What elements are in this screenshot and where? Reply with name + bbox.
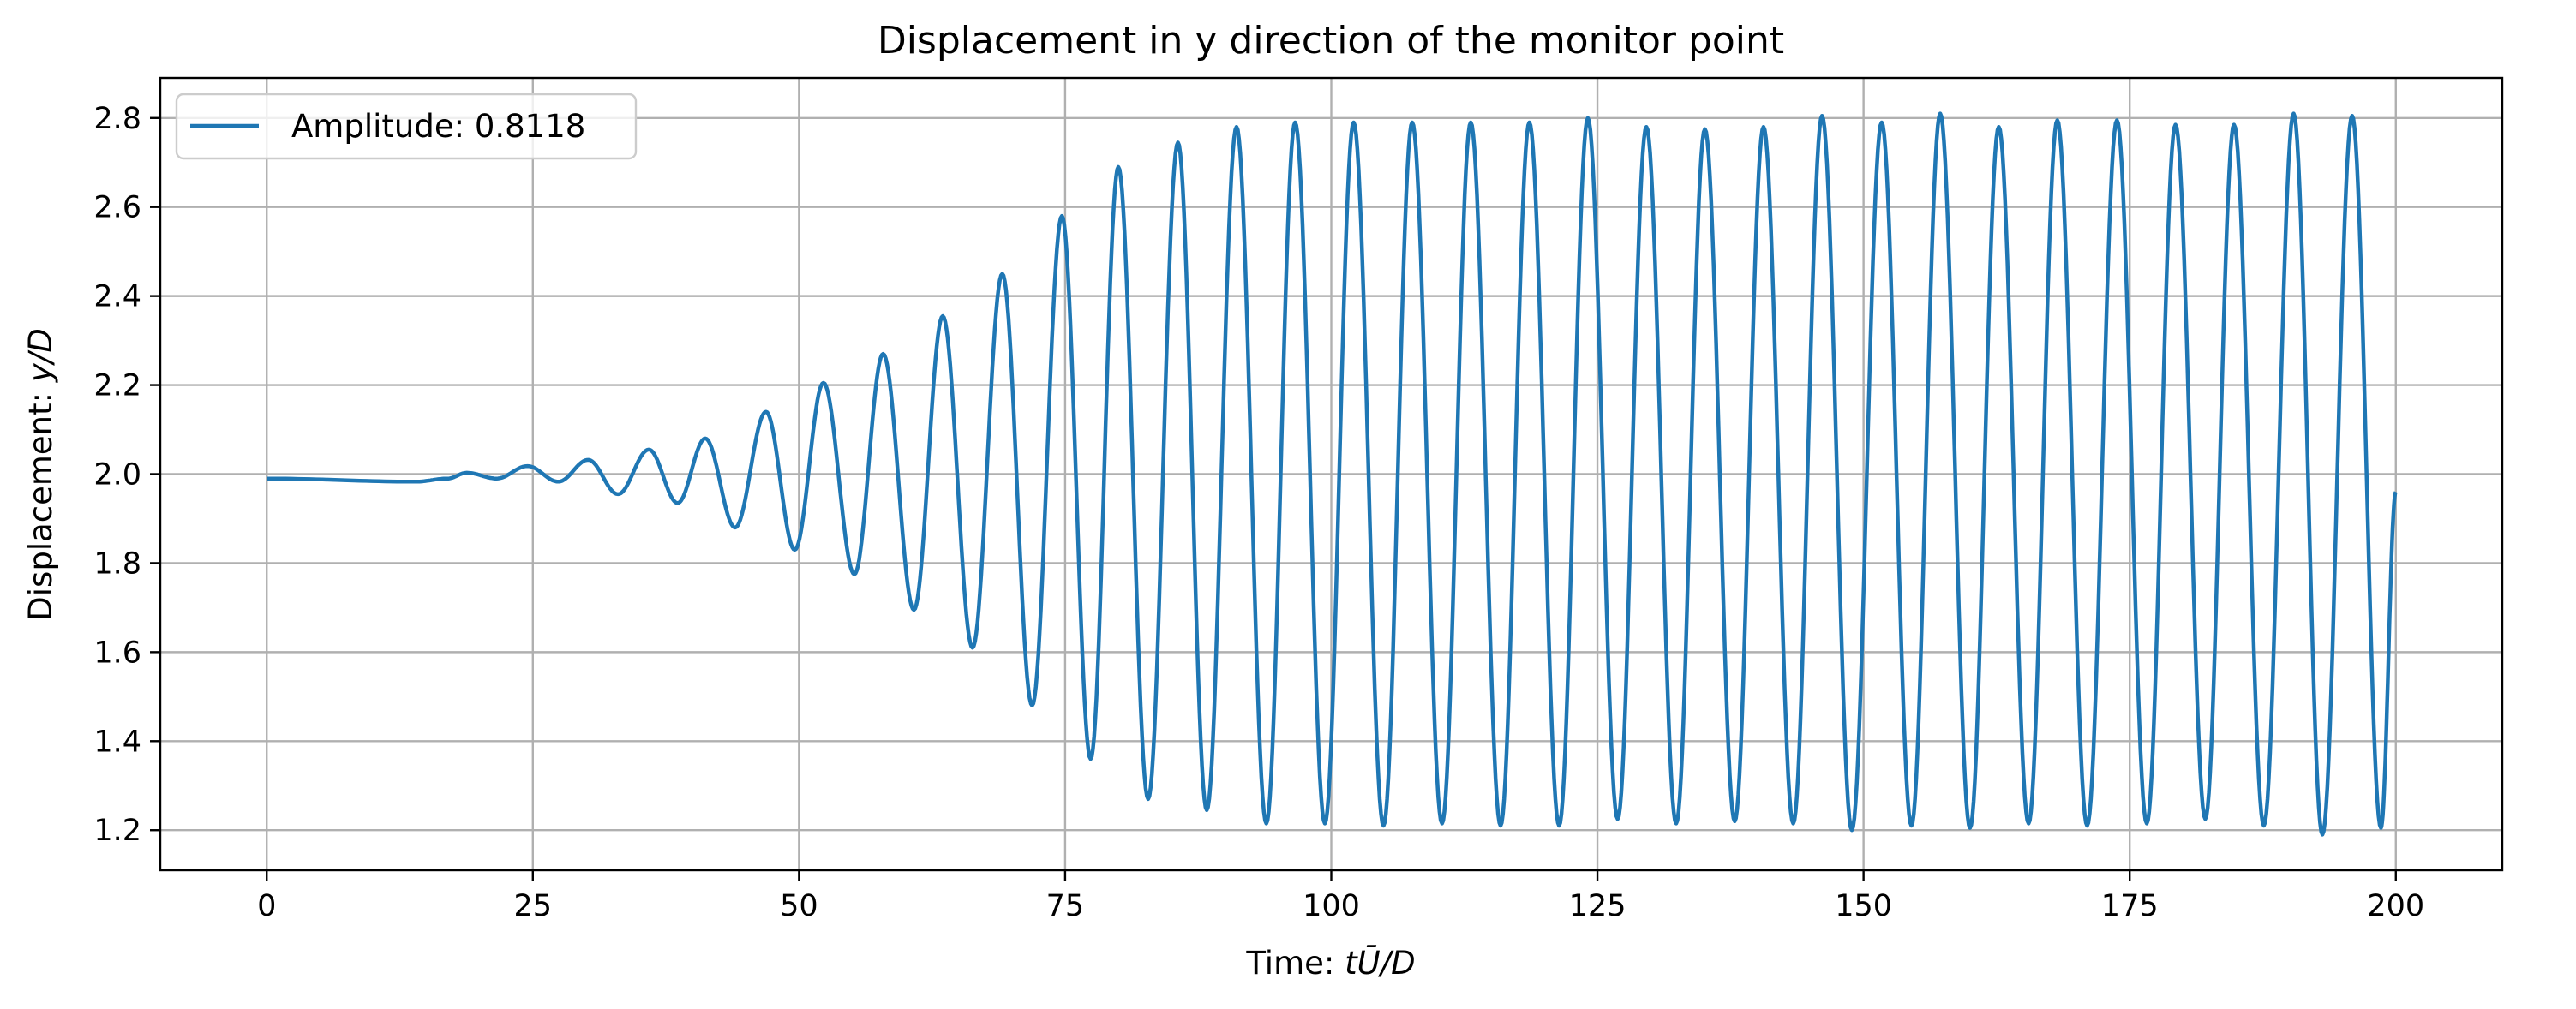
y-tick-label: 1.2 — [93, 814, 141, 848]
y-tick-label: 2.4 — [93, 280, 141, 314]
x-tick-label: 150 — [1835, 889, 1892, 923]
y-tick-label: 1.4 — [93, 725, 141, 759]
x-tick-label: 25 — [514, 889, 553, 923]
y-tick-label: 2.8 — [93, 102, 141, 136]
chart-title: Displacement in y direction of the monit… — [878, 19, 1784, 63]
series-layer — [267, 111, 2398, 837]
x-tick-label: 100 — [1303, 889, 1360, 923]
legend-box — [175, 93, 638, 160]
y-tick-label: 2.6 — [93, 191, 141, 225]
y-tick-label: 1.6 — [93, 636, 141, 670]
legend-label: Amplitude: 0.8118 — [291, 108, 585, 145]
x-tick-label: 175 — [2101, 889, 2159, 923]
grid — [160, 78, 2502, 870]
y-tick-label: 1.8 — [93, 546, 141, 581]
x-tick-label: 200 — [2367, 889, 2424, 923]
x-tick-label: 50 — [780, 889, 818, 923]
y-tick-label: 2.2 — [93, 369, 141, 403]
ticks: 0 25 50 75 100 125 150 175 200 1.2 1.4 1.6 1.8 2.0 2.2… — [93, 102, 2424, 923]
series-line — [267, 111, 2398, 837]
x-tick-label: 75 — [1046, 889, 1085, 923]
x-tick-label: 125 — [1569, 889, 1626, 923]
legend: Amplitude: 0.8118 — [175, 93, 638, 160]
x-axis-label: Time: tŪ/D — [1245, 945, 1415, 982]
x-tick-label: 0 — [257, 889, 276, 923]
y-tick-label: 2.0 — [93, 458, 141, 493]
y-axis-label: Displacement: y/D — [22, 328, 59, 620]
